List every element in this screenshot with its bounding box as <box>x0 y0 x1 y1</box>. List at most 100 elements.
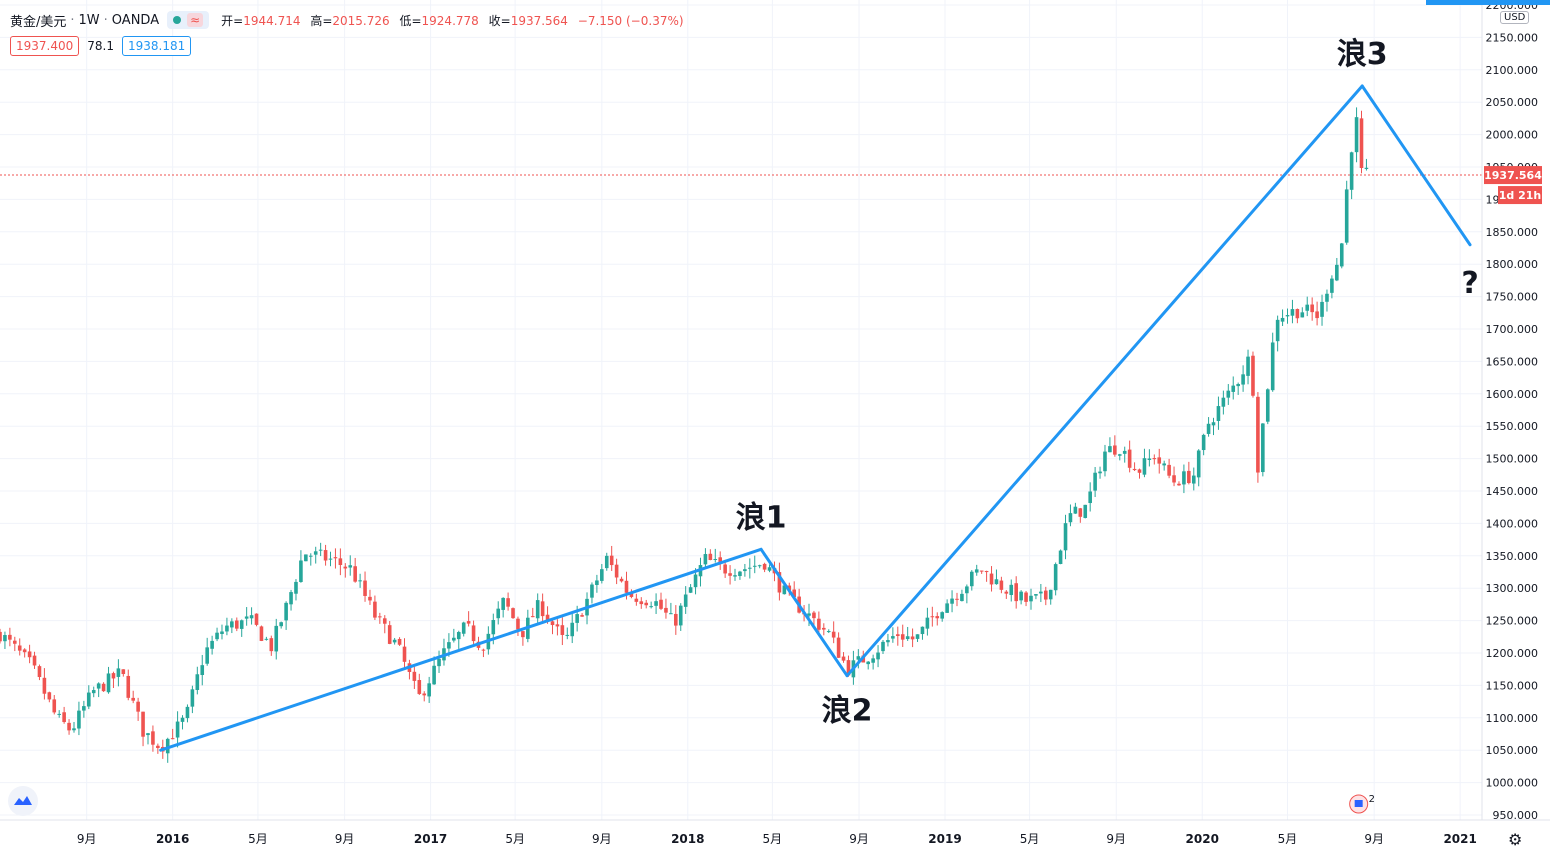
candle <box>106 666 111 694</box>
candle <box>259 625 264 642</box>
candle <box>920 626 925 640</box>
wave-line[interactable] <box>1360 84 1472 247</box>
candle <box>151 725 155 752</box>
time-axis-bg[interactable] <box>0 820 1550 855</box>
price-tick-label: 1400.000 <box>1486 517 1539 530</box>
candle <box>471 620 476 647</box>
candle <box>960 589 964 602</box>
candle <box>1014 576 1018 609</box>
currency-label[interactable]: USD <box>1500 11 1530 24</box>
candle <box>1137 468 1142 479</box>
candle <box>974 564 979 576</box>
ohlc-values: 开=1944.714 高=2015.726 低=1924.778 收=1937.… <box>221 13 684 28</box>
time-tick-label: 9月 <box>77 832 97 846</box>
candle <box>881 639 885 654</box>
close-value: 1937.564 <box>510 13 568 28</box>
candle <box>1315 301 1319 326</box>
candle <box>1354 107 1359 163</box>
candle <box>698 557 703 587</box>
candle <box>600 563 604 584</box>
candle <box>91 686 96 698</box>
candle <box>116 659 121 687</box>
wave-line[interactable] <box>159 547 763 752</box>
candle <box>72 721 76 733</box>
candle <box>0 628 2 644</box>
candle <box>876 645 880 668</box>
wave-line[interactable] <box>759 547 849 678</box>
market-status-pill[interactable]: ≈ <box>167 11 210 29</box>
gear-icon[interactable]: ⚙ <box>1508 830 1523 849</box>
candle <box>387 621 392 645</box>
candle <box>1113 435 1117 457</box>
candle <box>1310 297 1314 321</box>
candle <box>969 570 974 591</box>
news-flag-icon[interactable]: 2 <box>1349 794 1375 814</box>
price-tick-label: 1800.000 <box>1486 258 1539 271</box>
candle <box>422 691 427 702</box>
candle <box>461 621 466 637</box>
candle <box>205 637 209 666</box>
candle <box>397 637 402 646</box>
candle <box>402 638 407 668</box>
news-count: 2 <box>1369 794 1375 805</box>
price-axis-bg[interactable] <box>1482 0 1550 855</box>
time-tick-label: 2017 <box>414 832 447 846</box>
candle <box>1359 110 1364 174</box>
candle <box>1241 365 1245 392</box>
time-tick-label: 9月 <box>1106 832 1126 846</box>
exchange-label[interactable]: OANDA <box>111 12 160 28</box>
countdown-label: 1d 21h <box>1499 189 1542 202</box>
candle <box>190 685 195 714</box>
candle <box>965 584 969 604</box>
candle <box>1246 349 1250 385</box>
candle <box>1300 307 1305 318</box>
price-tick-label: 1250.000 <box>1486 615 1539 628</box>
candle <box>817 611 821 635</box>
tradingview-logo-icon[interactable] <box>8 786 38 816</box>
candle <box>230 618 234 634</box>
candle <box>955 592 959 607</box>
candle <box>521 631 525 646</box>
candle <box>1058 549 1063 565</box>
candle <box>688 584 693 594</box>
candle <box>1098 466 1102 479</box>
candle <box>530 607 535 618</box>
candle <box>1147 449 1152 467</box>
candle <box>1251 351 1255 398</box>
candle <box>609 545 614 571</box>
candle <box>333 548 338 569</box>
candle <box>516 616 520 636</box>
candle <box>264 636 269 641</box>
candle <box>866 661 870 670</box>
candle <box>304 554 308 562</box>
candle <box>392 637 397 645</box>
interval-label[interactable]: 1W <box>78 12 100 28</box>
bid-button[interactable]: 1937.400 <box>10 36 80 56</box>
candle <box>111 671 116 689</box>
candle <box>141 711 145 747</box>
candle <box>792 581 797 598</box>
candle <box>822 623 826 636</box>
symbol-name[interactable]: 黄金/美元 <box>10 14 67 30</box>
price-tick-label: 1700.000 <box>1486 323 1539 336</box>
candle <box>1290 299 1295 324</box>
wave-line[interactable] <box>845 84 1364 678</box>
candle <box>82 700 86 718</box>
candle <box>323 544 328 566</box>
candle <box>47 691 52 703</box>
current-price-badge <box>1484 166 1542 185</box>
bid-ask-row: 1937.400 78.1 1938.181 <box>10 36 192 56</box>
ask-button[interactable]: 1938.181 <box>121 36 192 56</box>
candle <box>1295 308 1300 324</box>
candle <box>728 565 732 585</box>
candle <box>254 613 259 627</box>
candle <box>1019 590 1023 605</box>
candle <box>994 569 999 585</box>
candle <box>417 673 422 695</box>
candle <box>1349 151 1354 200</box>
price-tick-label: 1850.000 <box>1486 226 1539 239</box>
candle <box>249 607 254 625</box>
current-price-label: 1937.564 <box>1484 169 1542 182</box>
candle <box>984 570 989 582</box>
